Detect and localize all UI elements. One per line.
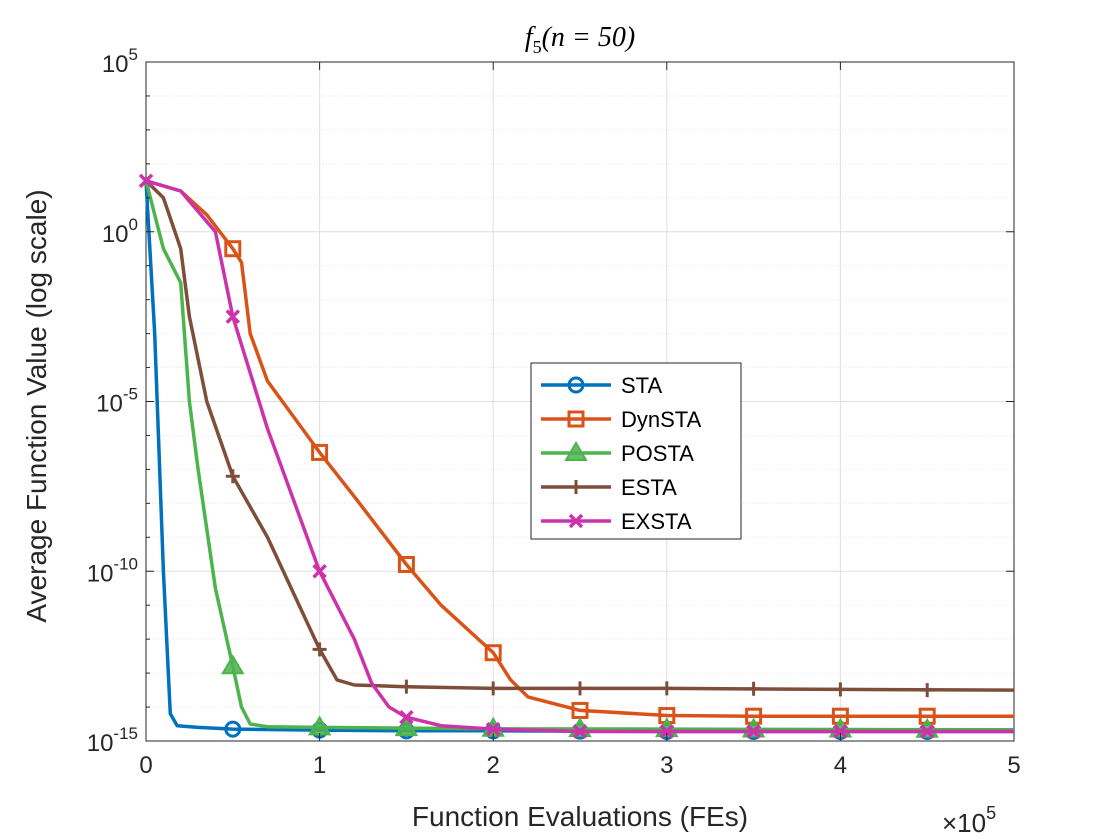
marker-posta — [394, 716, 419, 737]
x-tick-label: 0 — [139, 752, 152, 779]
legend-item-exsta: EXSTA — [541, 509, 692, 534]
y-tick-label: 10-15 — [87, 724, 138, 757]
y-tick-label: 105 — [102, 45, 138, 78]
series-line-dynsta — [145, 179, 1014, 718]
legend-marker-dynsta — [567, 410, 585, 428]
marker-esta — [312, 642, 327, 657]
x-tick-label: 3 — [660, 752, 673, 779]
marker-exsta — [572, 724, 588, 739]
y-tick-label: 10-5 — [96, 385, 138, 418]
legend-item-dynsta: DynSTA — [541, 407, 702, 432]
legend-label-posta: POSTA — [621, 441, 694, 466]
marker-exsta — [919, 724, 935, 739]
marker-sta — [224, 720, 242, 738]
title-args: (n = 50) — [542, 22, 636, 53]
series-esta — [144, 179, 1015, 698]
marker-esta — [225, 469, 240, 484]
legend: STA DynSTA POSTA ESTA EXSTA — [530, 362, 742, 540]
x-axis-multiplier: ×105 — [942, 803, 996, 838]
series-line-exsta — [145, 179, 1014, 734]
marker-exsta — [225, 309, 241, 324]
marker-esta — [659, 681, 674, 696]
marker-esta — [573, 681, 587, 696]
marker-exsta — [312, 564, 327, 579]
legend-item-esta: ESTA — [541, 475, 677, 500]
legend-label-esta: ESTA — [621, 475, 677, 500]
x-axis-ticks: 0 1 2 3 4 5 — [139, 62, 1021, 779]
title-function: f — [525, 22, 536, 53]
marker-dynsta — [311, 443, 329, 461]
marker-dynsta — [224, 240, 242, 258]
marker-esta — [746, 681, 761, 696]
marker-esta — [399, 679, 414, 694]
legend-marker-posta — [564, 441, 588, 461]
marker-exsta — [659, 724, 675, 739]
y-tick-label: 10-10 — [87, 554, 138, 587]
marker-esta — [486, 681, 501, 696]
grid — [146, 62, 1014, 741]
marker-exsta — [746, 724, 761, 739]
legend-marker-exsta — [568, 513, 584, 529]
series-layer — [138, 173, 1015, 740]
y-axis-ticks: 10-15 10-10 10-5 100 105 — [87, 45, 1014, 757]
legend-marker-esta — [569, 480, 583, 494]
legend-label-sta: STA — [621, 373, 662, 398]
x-tick-label: 2 — [487, 752, 500, 779]
legend-label-dynsta: DynSTA — [621, 407, 702, 432]
marker-dynsta — [397, 555, 415, 573]
x-tick-label: 1 — [313, 752, 326, 779]
marker-exsta — [833, 724, 848, 739]
x-axis-label: Function Evaluations (FEs) — [412, 801, 748, 832]
marker-esta — [833, 682, 848, 697]
legend-marker-sta — [567, 376, 585, 394]
legend-box — [530, 362, 742, 540]
series-exsta — [138, 173, 1014, 739]
legend-item-sta: STA — [541, 373, 662, 398]
marker-exsta — [138, 173, 154, 189]
marker-exsta — [399, 709, 414, 725]
x-multiplier-base: ×10 — [942, 808, 986, 838]
marker-esta — [920, 683, 935, 698]
x-tick-label: 5 — [1007, 752, 1020, 779]
title-subscript: 5 — [533, 37, 542, 57]
marker-posta — [221, 654, 245, 675]
y-tick-label: 100 — [102, 215, 138, 248]
legend-item-posta: POSTA — [541, 441, 694, 466]
marker-dynsta — [484, 644, 502, 662]
chart-title: f5(n = 50) — [525, 22, 635, 57]
marker-exsta — [485, 721, 501, 737]
x-multiplier-exp: 5 — [986, 803, 996, 823]
y-axis-label: Average Function Value (log scale) — [21, 189, 52, 622]
legend-label-exsta: EXSTA — [621, 509, 692, 534]
x-tick-label: 4 — [834, 752, 847, 779]
